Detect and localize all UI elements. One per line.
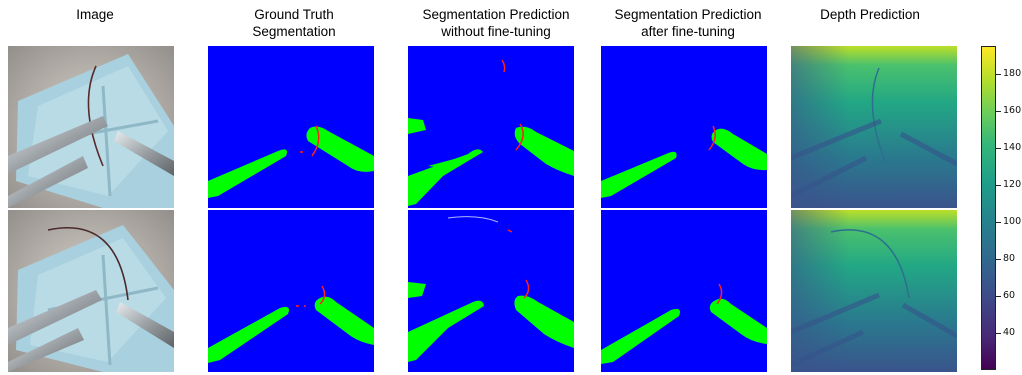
header-ground-truth-line-1: Ground Truth	[254, 7, 334, 22]
depth-row-1	[791, 46, 957, 208]
header-depth-line-1: Depth Prediction	[820, 7, 920, 22]
colorbar-tick	[996, 111, 1001, 112]
header-ground-truth-line-2: Segmentation	[252, 24, 336, 39]
header-pred-finetuned-line-2: after fine-tuning	[641, 24, 735, 39]
colorbar-tick	[996, 148, 1001, 149]
colorbar-tick-label: 80	[1003, 253, 1016, 264]
colorbar-tick	[996, 296, 1001, 297]
colorbar-tick-label: 140	[1003, 142, 1022, 153]
header-pred-no-finetune-line-2: without fine-tuning	[441, 24, 551, 39]
colorbar-tick	[996, 259, 1001, 260]
colorbar-tick-label: 100	[1003, 216, 1022, 227]
colorbar-tick-label: 180	[1003, 68, 1022, 79]
colorbar-tick	[996, 185, 1001, 186]
colorbar-tick-label: 120	[1003, 179, 1022, 190]
colorbar-tick-label: 40	[1003, 327, 1016, 338]
gt-seg-row-1	[208, 46, 374, 208]
pred-finetuned-row-2	[601, 210, 767, 372]
colorbar-tick	[996, 74, 1001, 75]
header-pred-no-finetune: Segmentation Prediction without fine-tun…	[396, 6, 596, 40]
colorbar-tick	[996, 222, 1001, 223]
header-image-line-1: Image	[76, 7, 114, 22]
colorbar-tick	[996, 333, 1001, 334]
depth-colorbar	[981, 46, 996, 370]
header-pred-finetuned-line-1: Segmentation Prediction	[614, 7, 762, 22]
gt-seg-row-2	[208, 210, 374, 372]
header-depth: Depth Prediction	[795, 6, 945, 23]
pred-no-finetune-row-2	[408, 210, 574, 372]
image-row-2	[8, 210, 174, 372]
header-pred-finetuned: Segmentation Prediction after fine-tunin…	[588, 6, 788, 40]
header-pred-no-finetune-line-1: Segmentation Prediction	[422, 7, 570, 22]
header-ground-truth: Ground Truth Segmentation	[224, 6, 364, 40]
header-image: Image	[45, 6, 145, 23]
pred-finetuned-row-1	[601, 46, 767, 208]
colorbar-tick-label: 160	[1003, 105, 1022, 116]
image-row-1	[8, 46, 174, 208]
depth-row-2	[791, 210, 957, 372]
colorbar-tick-label: 60	[1003, 290, 1016, 301]
pred-no-finetune-row-1	[408, 46, 574, 208]
